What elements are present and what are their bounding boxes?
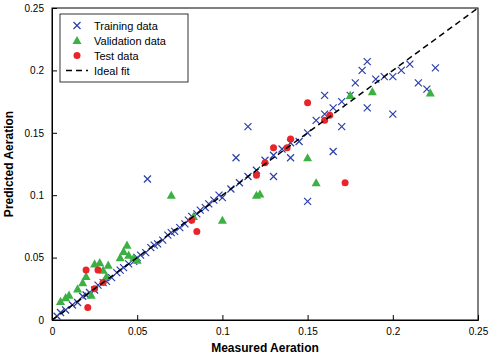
point — [347, 92, 354, 99]
point — [95, 258, 104, 266]
legend-label: Test data — [94, 50, 140, 62]
tick-label: 0 — [50, 326, 56, 337]
chart: 0 0.05 0.1 0.15 0.2 0.25 0 0.05 0.1 0.15 0.2 0.25 Tr… — [0, 0, 500, 358]
axis-line — [53, 9, 58, 321]
point — [313, 117, 320, 124]
point — [398, 67, 405, 74]
tick-mark — [52, 70, 57, 71]
fit-line — [52, 8, 478, 320]
point — [102, 272, 111, 280]
legend-swatch — [74, 22, 81, 29]
tick-label: 0.2 — [386, 326, 400, 337]
point — [95, 267, 102, 274]
tick-mark — [393, 315, 394, 320]
tick-mark — [52, 195, 57, 196]
tick-mark — [52, 8, 57, 9]
tick-label: 0.05 — [128, 326, 148, 337]
point — [321, 92, 328, 99]
tick-label: 0.25 — [25, 3, 45, 14]
point — [167, 191, 176, 199]
legend: Training data Validation data Test data Ide… — [60, 14, 188, 82]
point — [359, 67, 366, 74]
tick: 0.15 — [298, 315, 318, 337]
tick-label: 0.25 — [469, 326, 489, 337]
tick: 0.05 — [128, 315, 148, 337]
legend-label: Validation data — [94, 35, 167, 47]
tick-label: 0.15 — [298, 326, 318, 337]
point — [312, 178, 321, 186]
tick-mark — [52, 320, 57, 321]
tick-label: 0.15 — [25, 128, 45, 139]
point — [122, 241, 131, 249]
tick-mark — [52, 133, 57, 134]
tick-mark — [52, 258, 57, 259]
tick: 0.05 — [25, 252, 57, 263]
point — [303, 153, 312, 161]
point — [270, 144, 277, 151]
point — [270, 173, 277, 180]
point — [342, 179, 349, 186]
x-axis-title: Measured Aeration — [211, 341, 319, 355]
marks — [52, 8, 478, 320]
point — [352, 79, 359, 86]
point — [415, 79, 422, 86]
point — [218, 216, 227, 224]
point — [426, 88, 435, 96]
tick-mark — [478, 315, 479, 320]
point — [84, 304, 91, 311]
tick-mark — [222, 315, 223, 320]
point — [389, 111, 396, 118]
tick: 0 — [38, 315, 57, 326]
tick-label: 0.2 — [30, 65, 44, 76]
point — [287, 136, 294, 143]
point — [364, 58, 371, 65]
point — [287, 154, 294, 161]
plot-frame — [52, 8, 478, 320]
tick-label: 0.1 — [30, 190, 44, 201]
point — [346, 91, 355, 99]
point — [65, 291, 74, 299]
tick: 0.1 — [30, 190, 57, 201]
tick-mark — [137, 315, 138, 320]
tick: 0.25 — [469, 315, 489, 337]
plot-area: 0 0.05 0.1 0.15 0.2 0.25 0 0.05 0.1 0.15 0.2 0.25 Tr… — [25, 3, 489, 337]
point — [330, 104, 337, 111]
legend-swatch — [73, 36, 82, 44]
point — [83, 267, 90, 274]
point — [338, 98, 345, 105]
point — [304, 198, 311, 205]
point — [104, 261, 113, 269]
point — [193, 228, 200, 235]
legend-swatch — [74, 52, 81, 59]
legend-label: Ideal fit — [94, 65, 129, 77]
point — [389, 73, 396, 80]
point — [244, 123, 251, 130]
tick: 0.2 — [386, 315, 400, 337]
point — [144, 175, 151, 182]
tick: 0.25 — [25, 3, 57, 14]
x-axis: 0 0.05 0.1 0.15 0.2 0.25 — [50, 315, 489, 337]
point — [304, 99, 311, 106]
y-axis: 0 0.05 0.1 0.15 0.2 0.25 — [25, 3, 57, 326]
axis-line — [53, 315, 479, 321]
legend-label: Training data — [94, 20, 159, 32]
legend-swatch — [66, 70, 88, 72]
tick-label: 0 — [38, 315, 44, 326]
point — [330, 148, 337, 155]
tick: 0.2 — [30, 65, 57, 76]
y-axis-title: Predicted Aeration — [2, 111, 16, 217]
point — [364, 104, 371, 111]
point — [338, 123, 345, 130]
tick: 0.15 — [25, 128, 57, 139]
point — [253, 172, 260, 179]
tick: 0.1 — [216, 315, 230, 337]
point — [255, 189, 264, 197]
legend-box — [60, 14, 188, 82]
tick-label: 0.1 — [216, 326, 230, 337]
tick-label: 0.05 — [25, 252, 45, 263]
tick-mark — [308, 315, 309, 320]
point — [406, 61, 413, 68]
point — [233, 154, 240, 161]
point — [432, 64, 439, 71]
